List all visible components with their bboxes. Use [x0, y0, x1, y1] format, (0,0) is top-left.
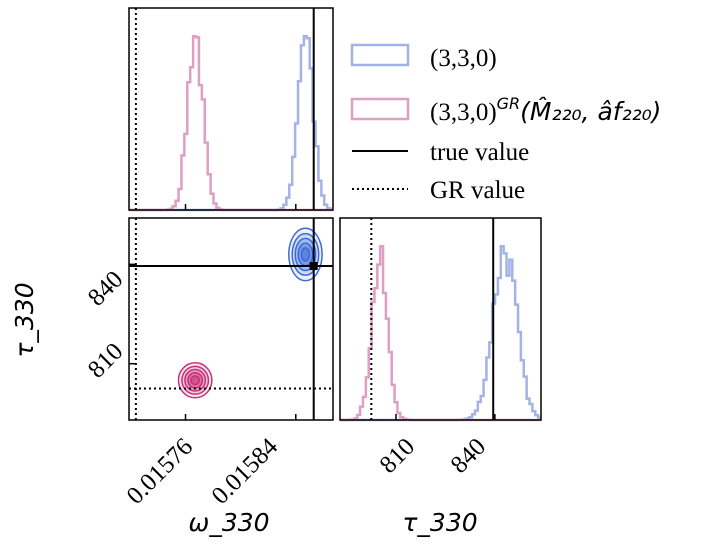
tau-y-tick-label-0: 810 — [83, 338, 129, 384]
legend-label-series-1-sup: GR — [497, 94, 521, 113]
legend-patch-series-1 — [350, 97, 410, 121]
y-axis-label-tau: τ_330 — [10, 282, 39, 357]
joint-contours — [177, 227, 323, 399]
contour-series-1-level-0 — [177, 362, 213, 399]
joint-frame — [128, 217, 334, 421]
true-value-marker — [309, 262, 318, 271]
contour-series-0-level-4 — [300, 247, 311, 262]
contour-series-1-level-4 — [190, 375, 201, 386]
omega-histograms — [129, 35, 333, 212]
joint-ticks — [129, 263, 297, 420]
omega-tick-labels: 0.01576 0.01584 — [122, 433, 284, 510]
legend-label-series-1-rest: (M̂₂₂₀, âf₂₂₀) — [520, 97, 661, 126]
tau-x-tick-labels: 810 840 — [375, 433, 492, 479]
tau-histogram-panel — [339, 217, 542, 422]
legend-label-series-1: (3,3,0)GR(M̂₂₂₀, âf₂₂₀) — [430, 94, 661, 126]
legend-label-series-0: (3,3,0) — [430, 45, 497, 72]
tau-hist-ticks — [395, 414, 496, 420]
tau-histograms — [340, 245, 541, 422]
omega-hist-series-1 — [129, 35, 333, 212]
tau-x-tick-label-1: 840 — [446, 433, 492, 479]
legend-patch-series-0 — [350, 43, 410, 67]
x-axis-label-omega: ω_330 — [188, 508, 269, 537]
omega-tick-label-0: 0.01576 — [122, 433, 199, 510]
legend-label-series-1-base: (3,3,0) — [430, 99, 497, 126]
tau-x-tick-label-0: 810 — [375, 433, 421, 479]
tau-hist-series-0 — [340, 245, 541, 422]
omega-hist-ticks — [184, 204, 297, 210]
legend: (3,3,0) (3,3,0)GR(M̂₂₂₀, âf₂₂₀) true val… — [350, 43, 661, 204]
omega-hist-series-0 — [129, 35, 333, 212]
tau-hist-series-1 — [340, 245, 541, 422]
omega-tick-label-1: 0.01584 — [207, 433, 284, 510]
tau-y-tick-label-1: 840 — [83, 266, 129, 312]
tau-y-tick-labels: 810 840 — [83, 266, 129, 384]
joint-contour-panel — [128, 217, 334, 421]
omega-hist-frame — [128, 7, 334, 211]
legend-label-gr-value: GR value — [430, 177, 525, 204]
contour-series-1-level-1 — [181, 365, 210, 395]
omega-histogram-panel — [128, 7, 334, 212]
legend-label-true-value: true value — [430, 139, 529, 166]
tau-hist-frame — [339, 217, 542, 421]
x-axis-label-tau: τ_330 — [402, 508, 477, 537]
